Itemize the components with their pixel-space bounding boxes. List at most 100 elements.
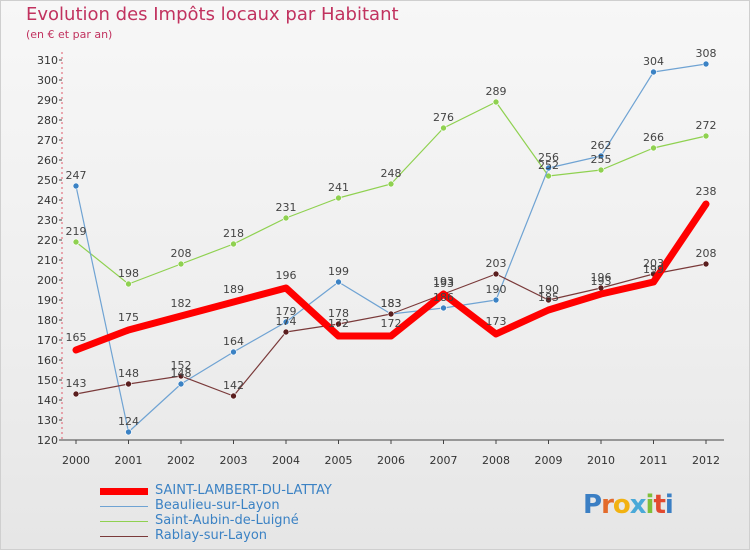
data-label-rablay-sur-layon: 203: [643, 257, 664, 270]
x-tick-label: 2004: [272, 454, 300, 467]
data-point-beaulieu-sur-layon: [177, 380, 185, 388]
data-point-saint-aubin-de-luigne: [387, 180, 395, 188]
legend-swatch: [100, 521, 148, 522]
data-label-rablay-sur-layon: 142: [223, 379, 244, 392]
data-label-saint-aubin-de-luigne: 289: [486, 85, 507, 98]
data-point-beaulieu-sur-layon: [597, 152, 605, 160]
legend-swatch: [100, 506, 148, 507]
data-point-saint-lambert-du-lattay: [335, 332, 342, 340]
y-tick-label: 150: [37, 374, 58, 387]
data-label-beaulieu-sur-layon: 262: [591, 139, 612, 152]
data-label-rablay-sur-layon: 203: [486, 257, 507, 270]
x-tick-label: 2003: [220, 454, 248, 467]
x-tick-label: 2006: [377, 454, 405, 467]
data-point-saint-aubin-de-luigne: [72, 238, 80, 246]
data-label-saint-aubin-de-luigne: 266: [643, 131, 664, 144]
data-point-beaulieu-sur-layon: [440, 304, 447, 312]
y-tick-label: 210: [37, 254, 58, 267]
x-tick-label: 2000: [62, 454, 90, 467]
data-label-beaulieu-sur-layon: 256: [538, 151, 559, 164]
y-tick-label: 130: [37, 414, 58, 427]
data-label-beaulieu-sur-layon: 164: [223, 335, 244, 348]
data-label-saint-lambert-du-lattay: 193: [591, 275, 612, 288]
data-label-saint-lambert-du-lattay: 172: [328, 317, 349, 330]
data-label-saint-aubin-de-luigne: 272: [696, 119, 717, 132]
legend-item-saint-aubin: Saint-Aubin-de-Luigné: [100, 513, 420, 529]
data-label-saint-aubin-de-luigne: 241: [328, 181, 349, 194]
data-point-beaulieu-sur-layon: [492, 296, 500, 304]
data-point-saint-lambert-du-lattay: [545, 306, 552, 314]
y-tick-label: 280: [37, 114, 58, 127]
legend: SAINT-LAMBERT-DU-LATTAY Beaulieu-sur-Lay…: [100, 483, 420, 544]
data-point-saint-aubin-de-luigne: [702, 132, 710, 140]
legend-label: SAINT-LAMBERT-DU-LATTAY: [155, 483, 332, 498]
chart-subtitle: (en € et par an): [26, 28, 113, 41]
y-tick-label: 200: [37, 274, 58, 287]
data-point-saint-aubin-de-luigne: [492, 98, 500, 106]
y-tick-label: 140: [37, 394, 58, 407]
data-label-saint-lambert-du-lattay: 172: [381, 317, 402, 330]
data-point-rablay-sur-layon: [387, 310, 395, 318]
data-label-saint-lambert-du-lattay: 189: [223, 283, 244, 296]
data-label-rablay-sur-layon: 178: [328, 307, 349, 320]
data-point-rablay-sur-layon: [282, 328, 290, 336]
data-label-saint-lambert-du-lattay: 173: [486, 315, 507, 328]
data-label-beaulieu-sur-layon: 304: [643, 55, 664, 68]
x-tick-label: 2009: [535, 454, 563, 467]
x-tick-label: 2011: [640, 454, 668, 467]
legend-swatch: [100, 488, 148, 495]
data-point-saint-lambert-du-lattay: [72, 346, 80, 354]
data-point-saint-aubin-de-luigne: [650, 144, 657, 152]
y-tick-label: 290: [37, 94, 58, 107]
data-label-rablay-sur-layon: 193: [433, 277, 454, 290]
data-label-beaulieu-sur-layon: 308: [696, 47, 717, 60]
x-tick-label: 2010: [587, 454, 615, 467]
data-label-rablay-sur-layon: 183: [381, 297, 402, 310]
y-tick-label: 220: [37, 234, 58, 247]
data-point-saint-lambert-du-lattay: [177, 312, 185, 320]
data-label-saint-aubin-de-luigne: 208: [171, 247, 192, 260]
data-point-saint-aubin-de-luigne: [125, 280, 132, 288]
data-point-saint-lambert-du-lattay: [125, 326, 132, 334]
data-point-saint-lambert-du-lattay: [440, 290, 447, 298]
data-point-rablay-sur-layon: [545, 296, 552, 304]
y-tick-label: 190: [37, 294, 58, 307]
chart-title: Evolution des Impôts locaux par Habitant: [26, 4, 399, 25]
data-point-saint-lambert-du-lattay: [387, 332, 395, 340]
data-label-saint-aubin-de-luigne: 248: [381, 167, 402, 180]
y-tick-label: 240: [37, 194, 58, 207]
data-label-beaulieu-sur-layon: 199: [328, 265, 349, 278]
data-point-saint-lambert-du-lattay: [597, 290, 605, 298]
data-point-rablay-sur-layon: [492, 270, 500, 278]
data-point-beaulieu-sur-layon: [545, 164, 552, 172]
plot-area: [62, 52, 724, 440]
data-label-rablay-sur-layon: 143: [66, 377, 87, 390]
y-tick-label: 250: [37, 174, 58, 187]
proxiti-logo: Proxiti: [583, 490, 674, 520]
data-label-saint-aubin-de-luigne: 198: [118, 267, 139, 280]
data-point-rablay-sur-layon: [335, 320, 342, 328]
data-point-saint-aubin-de-luigne: [440, 124, 447, 132]
legend-item-saint-lambert: SAINT-LAMBERT-DU-LATTAY: [100, 483, 420, 499]
data-label-saint-lambert-du-lattay: 185: [538, 291, 559, 304]
data-label-rablay-sur-layon: 190: [538, 283, 559, 296]
data-point-beaulieu-sur-layon: [72, 182, 80, 190]
data-label-saint-lambert-du-lattay: 193: [433, 275, 454, 288]
data-label-saint-lambert-du-lattay: 182: [171, 297, 192, 310]
data-label-saint-lambert-du-lattay: 175: [118, 311, 139, 324]
x-tick-label: 2005: [325, 454, 353, 467]
y-tick-label: 260: [37, 154, 58, 167]
data-point-saint-aubin-de-luigne: [177, 260, 185, 268]
data-point-saint-lambert-du-lattay: [702, 200, 710, 208]
legend-label: Saint-Aubin-de-Luigné: [155, 513, 299, 528]
data-label-saint-aubin-de-luigne: 218: [223, 227, 244, 240]
legend-item-beaulieu: Beaulieu-sur-Layon: [100, 498, 420, 514]
data-label-rablay-sur-layon: 196: [591, 271, 612, 284]
data-label-beaulieu-sur-layon: 124: [118, 415, 139, 428]
data-label-saint-lambert-du-lattay: 196: [276, 269, 297, 282]
y-tick-label: 230: [37, 214, 58, 227]
data-label-saint-aubin-de-luigne: 219: [66, 225, 87, 238]
data-label-beaulieu-sur-layon: 148: [171, 367, 192, 380]
